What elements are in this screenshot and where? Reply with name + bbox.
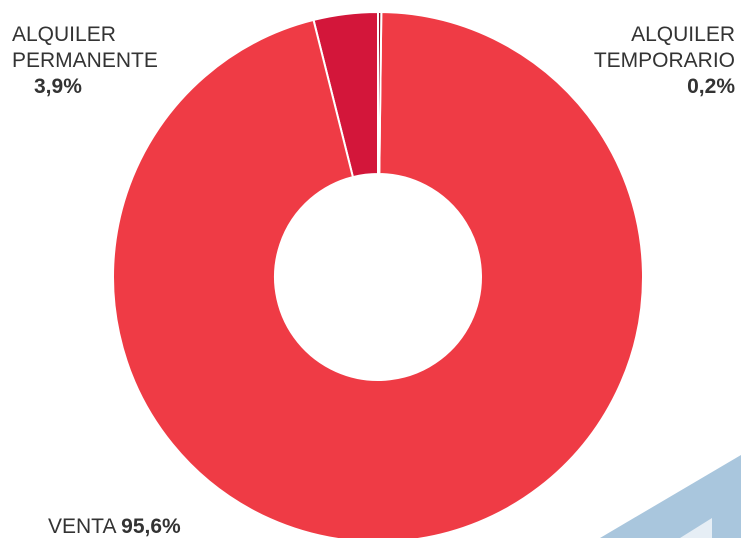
value-label: 3,9% (34, 75, 82, 98)
label-venta: VENTA 95,6% (48, 514, 181, 538)
category-label: VENTA (48, 515, 116, 538)
slice (377, 10, 383, 176)
value-label: 95,6% (121, 515, 181, 538)
label-permanente: ALQUILER PERMANENTE 3,9% (12, 22, 212, 100)
category-label: ALQUILER PERMANENTE (12, 23, 158, 72)
decoration (600, 455, 741, 538)
value-label: 0,2% (687, 75, 735, 98)
decoration (680, 518, 712, 538)
category-label: ALQUILER TEMPORARIO (593, 23, 735, 72)
label-temporario: ALQUILER TEMPORARIO 0,2% (535, 22, 735, 100)
slice (112, 11, 644, 538)
